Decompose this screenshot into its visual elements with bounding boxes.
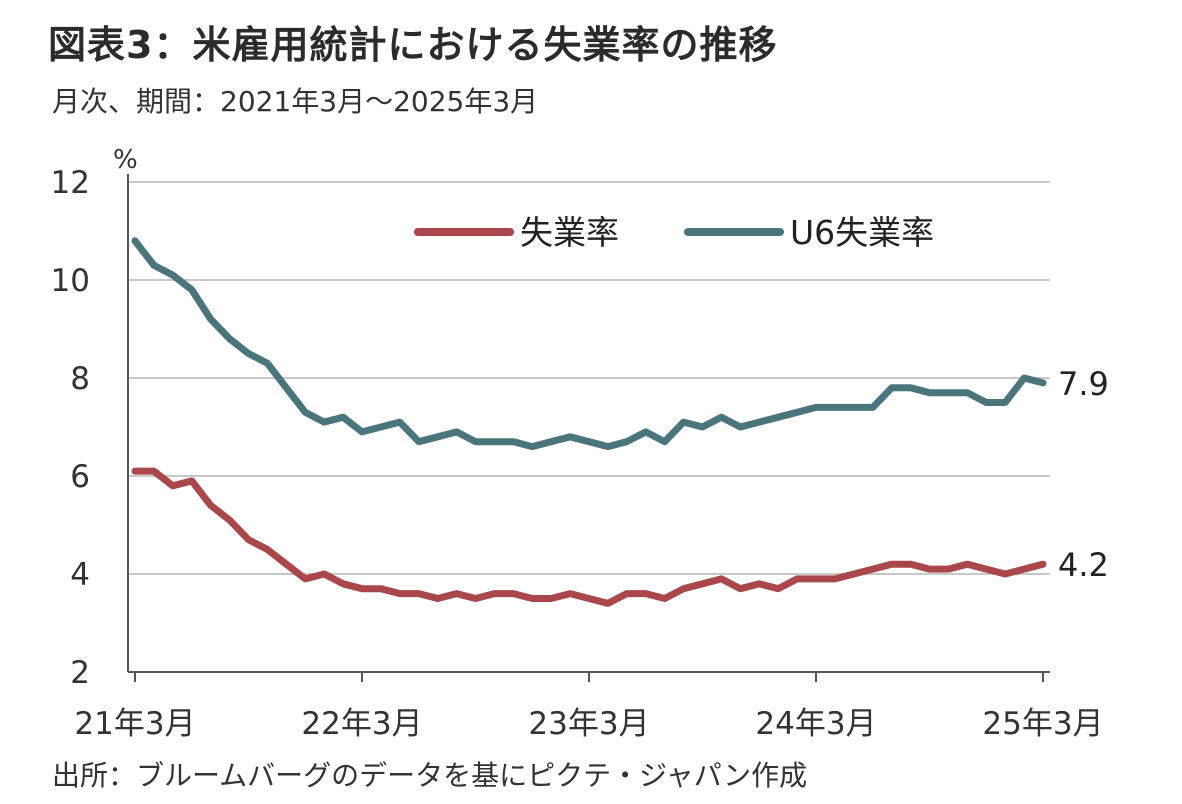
y-tick-label: 6 [70, 459, 90, 495]
y-tick-label: 8 [70, 361, 90, 397]
y-axis-unit: % [113, 145, 138, 175]
x-tick-label: 25年3月 [982, 706, 1103, 742]
legend-label: U6失業率 [790, 213, 934, 252]
x-tick-label: 24年3月 [755, 706, 876, 742]
end-label: 4.2 [1058, 546, 1109, 584]
chart-title: 図表3：米雇用統計における失業率の推移 [48, 23, 778, 67]
y-tick-label: 10 [51, 263, 90, 299]
y-tick-label: 12 [51, 165, 90, 201]
y-tick-label: 2 [70, 655, 90, 691]
x-axis-ticks: 21年3月 22年3月 23年3月 24年3月 25年3月 [74, 672, 1104, 742]
series-line-1 [131, 237, 1047, 451]
y-tick-label: 4 [70, 557, 90, 593]
y-axis-ticks: 2 4 6 8 10 12 [51, 165, 90, 691]
x-tick-label: 21年3月 [74, 706, 195, 742]
x-tick-label: 22年3月 [301, 706, 422, 742]
chart-subtitle: 月次、期間：2021年3月～2025年3月 [52, 85, 539, 118]
legend-label: 失業率 [520, 213, 619, 252]
end-labels: 4.2 7.9 [1058, 365, 1109, 584]
source-note: 出所：ブルームバーグのデータを基にピクテ・ジャパン作成 [52, 759, 808, 792]
end-label: 7.9 [1058, 365, 1109, 403]
grid-lines [128, 181, 1050, 575]
x-tick-label: 23年3月 [528, 706, 649, 742]
legend: 失業率 U6失業率 [414, 213, 934, 252]
series-line-0 [131, 467, 1047, 607]
series-lines [131, 237, 1047, 607]
